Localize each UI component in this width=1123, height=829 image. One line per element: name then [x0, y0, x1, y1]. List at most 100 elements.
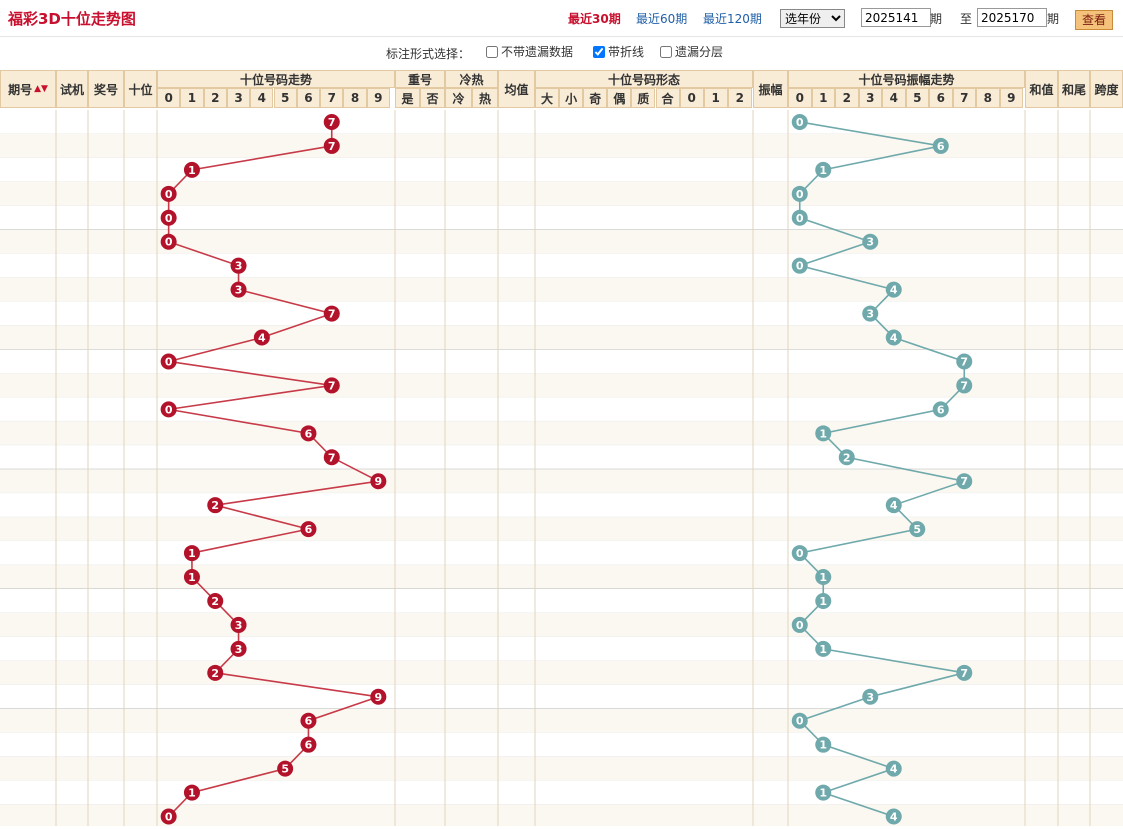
hotcold-hot-tag: 热 [477, 185, 493, 202]
span-cell: 2 [1103, 138, 1110, 152]
amp-omit-cell: 4 [937, 786, 944, 798]
omit-cell: 13 [208, 187, 222, 199]
tens-cell: 1 [137, 785, 144, 799]
omit-cell: 3 [188, 475, 196, 487]
win-cell: 923 [95, 498, 117, 512]
option-line-checkbox[interactable] [593, 46, 605, 58]
avg-cell: 4 [513, 761, 520, 775]
period-cell: 2025147 [5, 666, 51, 678]
omit-cell: 6 [188, 642, 196, 654]
omit-cell: 13 [371, 163, 385, 175]
amp-omit-cell: 1 [937, 116, 944, 127]
tens-ball [300, 521, 317, 538]
repeat-no-tag: 否 [424, 161, 441, 178]
omit-cell: 14 [232, 499, 245, 511]
period-to-input[interactable] [977, 8, 1047, 27]
amp-omit-cell: 30 [981, 307, 995, 319]
omit-cell: 4 [188, 403, 196, 415]
form-omit [583, 517, 607, 541]
form-omit: 3 [640, 187, 647, 199]
omit-cell: 26 [278, 139, 292, 151]
omit-cell: 6 [281, 810, 289, 822]
period-from-input[interactable] [861, 8, 931, 27]
tens-ball-label: 1 [188, 547, 196, 560]
amp-ball-label: 1 [819, 427, 827, 440]
amp-omit-cell: — [1006, 259, 1017, 271]
test-cell: 539 [60, 162, 84, 176]
tens-cell: 4 [137, 330, 144, 344]
repeat-omit: 7 [404, 379, 411, 391]
omit-cell: 2 [305, 379, 312, 391]
amp-omit-cell: 4 [867, 595, 874, 606]
amp-omit-cell: 87 [1004, 714, 1018, 726]
omit-cell: 3 [281, 690, 289, 702]
span-cell: 7 [1103, 570, 1110, 584]
amp-omit-cell: 17 [981, 618, 995, 630]
form-omit: 2 [592, 211, 599, 223]
tens-cell: 7 [137, 450, 144, 464]
tens-ball-label: 6 [305, 427, 313, 440]
link-recent-60[interactable]: 最近60期 [636, 12, 688, 26]
sort-icon[interactable]: ▲▼ [34, 84, 48, 94]
tail-cell: 3 [1070, 258, 1078, 272]
repeat-omit: 1 [429, 547, 436, 559]
omit-cell: 2 [375, 427, 382, 439]
form-omit: 1 [592, 666, 599, 678]
tens-cell: 2 [137, 498, 144, 512]
form-omit: 7 [736, 331, 744, 343]
avg-cell: 5 [513, 186, 520, 200]
form-tag-1: 小 [563, 545, 580, 562]
tens-ball-label: 1 [188, 164, 196, 177]
omit-cell: 4 [235, 163, 242, 175]
form-omit: 11 [733, 235, 747, 247]
option-line-label: 带折线 [608, 45, 645, 59]
amp-omit-cell: 2 [796, 139, 803, 151]
omit-cell: 16 [208, 786, 222, 798]
view-button[interactable]: 查看 [1075, 10, 1113, 30]
form-tag-3: 偶 [611, 209, 628, 226]
option-layer[interactable]: 遗漏分层 [660, 43, 723, 60]
avg-cell: 6 [513, 450, 520, 464]
amp-ball [791, 209, 808, 226]
avg-cell: 5 [513, 210, 520, 224]
form-tag-6: 0 [683, 808, 700, 825]
win-cell: 702 [95, 186, 117, 200]
option-line[interactable]: 带折线 [593, 43, 644, 60]
win-cell: 069 [95, 522, 117, 536]
form-tag-4: 质 [635, 664, 652, 681]
amp-omit-cell: 26 [981, 403, 995, 415]
link-recent-120[interactable]: 最近120期 [703, 12, 762, 26]
amp-omit-cell: 1 [890, 307, 897, 319]
hotcold-hot-tag: 热 [477, 569, 493, 586]
form-tag-7: 1 [707, 569, 724, 586]
sum-cell: 19 [1034, 450, 1049, 464]
omit-cell: 8 [258, 139, 266, 151]
amp-cell: 7 [767, 474, 774, 488]
amp-omit-cell: 7 [796, 379, 803, 391]
link-recent-30[interactable]: 最近30期 [568, 12, 621, 26]
amp-omit-cell: 10 [981, 786, 995, 798]
amp-omit-cell: 7 [961, 187, 968, 199]
option-no-omit-checkbox[interactable] [486, 46, 498, 58]
omit-cell: 12 [208, 211, 222, 223]
span-cell: 2 [1103, 665, 1110, 679]
repeat-omit: 1 [429, 211, 436, 223]
amp-omit-cell: — [1006, 116, 1017, 127]
span-cell: 2 [1103, 689, 1110, 703]
year-select[interactable]: 选年份 [780, 9, 845, 28]
form-tag-6: 0 [683, 185, 700, 202]
form-tag-7: 1 [707, 113, 724, 130]
omit-cell: 23 [348, 475, 362, 487]
avg-cell: 6 [513, 330, 520, 344]
sum-cell: 13 [1034, 761, 1049, 775]
hotcold-hot-tag: 热 [477, 616, 493, 633]
omit-cell: 3 [258, 259, 266, 271]
option-no-omit[interactable]: 不带遗漏数据 [486, 43, 573, 60]
omit-cell: 25 [278, 163, 292, 175]
span-cell: 7 [1103, 186, 1110, 200]
option-layer-checkbox[interactable] [660, 46, 672, 58]
amp-omit-cell: 29 [981, 331, 995, 343]
amp-cell: 7 [767, 354, 774, 368]
form-omit: 10 [733, 259, 747, 271]
amp-omit-cell: 9 [796, 331, 803, 343]
